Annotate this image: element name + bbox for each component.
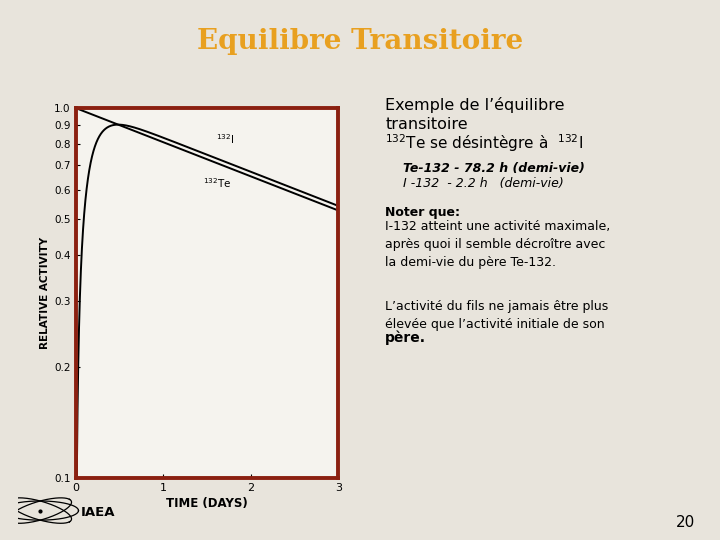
Text: L’activité du fils ne jamais être plus
élevée que l’activité initiale de son: L’activité du fils ne jamais être plus é… [385,300,608,330]
Text: $^{132}$Te: $^{132}$Te [202,176,231,190]
Text: Exemple de l’équilibre: Exemple de l’équilibre [385,97,564,113]
Text: transitoire: transitoire [385,117,468,132]
X-axis label: TIME (DAYS): TIME (DAYS) [166,497,248,510]
Y-axis label: RELATIVE ACTIVITY: RELATIVE ACTIVITY [40,237,50,349]
Text: I-132 atteint une activité maximale,
après quoi il semble décroître avec
la demi: I-132 atteint une activité maximale, apr… [385,220,611,269]
Text: $^{132}$Te se désintègre à  $^{132}$I: $^{132}$Te se désintègre à $^{132}$I [385,132,583,154]
Text: Noter que:: Noter que: [385,206,460,219]
Text: IAEA: IAEA [81,506,115,519]
Text: I -132  - 2.2 h   (demi-vie): I -132 - 2.2 h (demi-vie) [403,177,564,190]
Text: père.: père. [385,330,426,345]
Text: Equilibre Transitoire: Equilibre Transitoire [197,28,523,55]
Text: $^{132}$I: $^{132}$I [216,132,234,145]
Text: 20: 20 [675,515,695,530]
Text: Te-132 - 78.2 h (demi-vie): Te-132 - 78.2 h (demi-vie) [403,162,585,175]
